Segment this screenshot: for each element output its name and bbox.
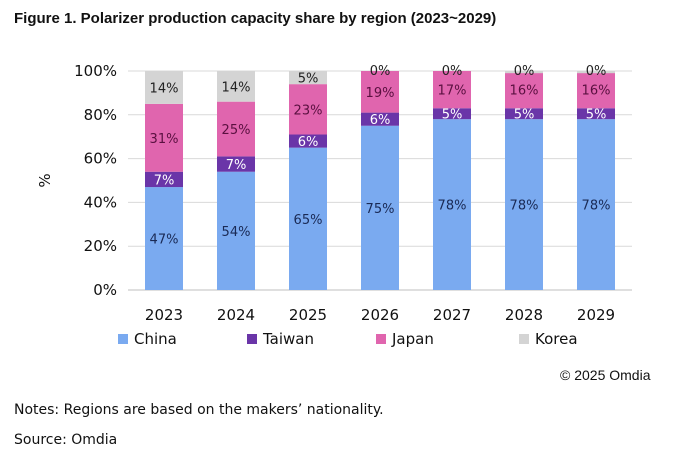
bar-segment-taiwan-2027 xyxy=(433,108,471,120)
bar-group-2028: 78% 5% 16% 0% xyxy=(505,64,543,291)
data-label-korea-2026: 0% xyxy=(370,64,391,79)
legend-label-japan: Japan xyxy=(391,330,434,348)
bar-segment-japan-2028 xyxy=(505,71,543,109)
data-label-japan-2028: 16% xyxy=(510,84,539,99)
legend-swatch-taiwan xyxy=(247,334,257,344)
x-tick-label: 2026 xyxy=(361,306,399,324)
bar-segment-japan-2029 xyxy=(577,71,615,109)
bar-segment-taiwan-2026 xyxy=(361,112,399,126)
data-label-taiwan-2028: 5% xyxy=(514,108,535,123)
y-tick-label: 0% xyxy=(93,281,117,299)
legend-label-taiwan: Taiwan xyxy=(262,330,314,348)
data-label-china-2023: 47% xyxy=(150,233,179,248)
data-label-japan-2026: 19% xyxy=(366,86,395,101)
data-label-korea-2029: 0% xyxy=(586,64,607,79)
y-axis-ticks: 0% 20% 40% 60% 80% 100% xyxy=(74,62,117,299)
legend-swatch-japan xyxy=(376,334,386,344)
x-tick-label: 2027 xyxy=(433,306,471,324)
bar-segment-korea-2028 xyxy=(505,71,543,74)
bar-group-2025: 65% 6% 23% 5% xyxy=(289,71,327,290)
bar-segment-china-2028 xyxy=(505,119,543,291)
bar-group-2026: 75% 6% 19% 0% xyxy=(361,64,399,290)
data-label-taiwan-2027: 5% xyxy=(442,108,463,123)
data-label-china-2028: 78% xyxy=(510,199,539,214)
data-label-korea-2024: 14% xyxy=(222,80,251,95)
data-label-korea-2027: 0% xyxy=(442,64,463,79)
bar-segment-korea-2029 xyxy=(577,71,615,74)
copyright: © 2025 Omdia xyxy=(560,367,651,383)
legend-swatch-china xyxy=(118,334,128,344)
bar-segment-korea-2025 xyxy=(289,71,327,85)
data-label-china-2027: 78% xyxy=(438,199,467,214)
legend-label-korea: Korea xyxy=(535,330,578,348)
figure-title: Figure 1. Polarizer production capacity … xyxy=(14,10,497,27)
data-label-korea-2023: 14% xyxy=(150,81,179,96)
bar-segment-china-2029 xyxy=(577,119,615,291)
legend-label-china: China xyxy=(134,330,177,348)
x-tick-label: 2029 xyxy=(577,306,615,324)
data-label-japan-2025: 23% xyxy=(294,103,323,118)
data-label-japan-2024: 25% xyxy=(222,123,251,138)
bar-segment-japan-2023 xyxy=(145,103,183,172)
bar-segment-japan-2024 xyxy=(217,101,255,157)
y-axis-label: % xyxy=(36,173,54,187)
bar-segment-japan-2026 xyxy=(361,71,399,113)
bar-group-2027: 78% 5% 17% 0% xyxy=(433,64,471,291)
data-label-china-2029: 78% xyxy=(582,199,611,214)
bar-segment-taiwan-2024 xyxy=(217,156,255,172)
data-label-korea-2028: 0% xyxy=(514,64,535,79)
data-label-china-2026: 75% xyxy=(366,202,395,217)
data-label-taiwan-2029: 5% xyxy=(586,108,607,123)
bar-segment-korea-2024 xyxy=(217,71,255,102)
data-label-japan-2023: 31% xyxy=(150,132,179,147)
bars: 47% 7% 31% 14% 54% 7% 25% 14% 65% 6% 23% 5% 75% 6% 19%… xyxy=(145,64,615,291)
bar-segment-japan-2025 xyxy=(289,84,327,135)
data-label-japan-2027: 17% xyxy=(438,84,467,99)
x-tick-label: 2024 xyxy=(217,306,255,324)
legend-swatch-korea xyxy=(519,334,529,344)
notes: Notes: Regions are based on the makers’ … xyxy=(14,402,384,418)
data-label-taiwan-2023: 7% xyxy=(154,173,175,188)
bar-group-2023: 47% 7% 31% 14% xyxy=(145,71,183,290)
source: Source: Omdia xyxy=(14,432,118,448)
bar-segment-china-2023 xyxy=(145,187,183,290)
bar-segment-china-2026 xyxy=(361,125,399,290)
bar-segment-taiwan-2028 xyxy=(505,108,543,120)
y-tick-label: 20% xyxy=(84,237,117,255)
data-label-china-2025: 65% xyxy=(294,213,323,228)
y-tick-label: 40% xyxy=(84,193,117,211)
data-label-taiwan-2025: 6% xyxy=(298,135,319,150)
y-tick-label: 100% xyxy=(74,62,117,80)
bar-segment-taiwan-2025 xyxy=(289,134,327,148)
data-label-taiwan-2024: 7% xyxy=(226,158,247,173)
bar-segment-taiwan-2029 xyxy=(577,108,615,120)
bar-segment-korea-2023 xyxy=(145,71,183,104)
x-axis-ticks: 2023 2024 2025 2026 2027 2028 2029 xyxy=(145,306,615,324)
x-tick-label: 2028 xyxy=(505,306,543,324)
bar-segment-china-2027 xyxy=(433,119,471,291)
bar-segment-china-2024 xyxy=(217,171,255,290)
data-label-taiwan-2026: 6% xyxy=(370,113,391,128)
data-label-japan-2029: 16% xyxy=(582,84,611,99)
data-label-korea-2025: 5% xyxy=(298,72,319,87)
y-tick-label: 60% xyxy=(84,150,117,168)
data-label-china-2024: 54% xyxy=(222,225,251,240)
bar-segment-china-2025 xyxy=(289,147,327,290)
x-tick-label: 2025 xyxy=(289,306,327,324)
bar-group-2029: 78% 5% 16% 0% xyxy=(577,64,615,291)
bar-group-2024: 54% 7% 25% 14% xyxy=(217,71,255,290)
x-tick-label: 2023 xyxy=(145,306,183,324)
y-tick-label: 80% xyxy=(84,106,117,124)
legend: China Taiwan Japan Korea xyxy=(118,330,578,348)
bar-segment-japan-2027 xyxy=(433,71,471,109)
bar-segment-taiwan-2023 xyxy=(145,171,183,188)
